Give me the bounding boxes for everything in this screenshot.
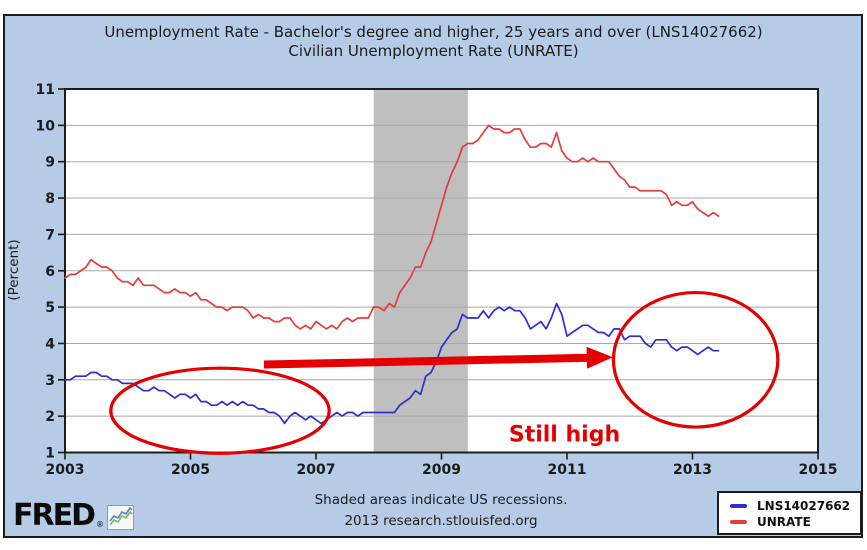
annotation-ellipse-right bbox=[611, 290, 780, 429]
lns14027662-swatch bbox=[730, 504, 747, 508]
annotation-arrow-shaft bbox=[263, 353, 590, 369]
chart-title-line1: Unemployment Rate - Bachelor's degree an… bbox=[104, 23, 763, 41]
x-tick-label-2011: 2011 bbox=[548, 462, 587, 478]
unrate-line bbox=[64, 124, 720, 330]
registered-trademark-mark: ® bbox=[96, 520, 104, 529]
unrate-label: UNRATE bbox=[757, 515, 811, 529]
source-note: 2013 research.stlouisfed.org bbox=[344, 513, 538, 529]
legend: LNS14027662 UNRATE bbox=[717, 491, 862, 535]
x-tick-label-2013: 2013 bbox=[673, 462, 712, 478]
y-tick-label-2: 2 bbox=[45, 409, 55, 425]
fred-logo-chart-icon bbox=[107, 505, 134, 530]
annotation-arrow-head bbox=[586, 346, 613, 369]
annotation-ellipse-left bbox=[109, 366, 331, 455]
y-tick-label-8: 8 bbox=[45, 191, 55, 207]
lns14027662-line bbox=[64, 302, 720, 425]
unrate-swatch bbox=[730, 520, 747, 524]
chart-title-line2: Civilian Unemployment Rate (UNRATE) bbox=[288, 42, 579, 60]
x-tick-label-2003: 2003 bbox=[46, 462, 85, 478]
x-tick-label-2009: 2009 bbox=[422, 462, 461, 478]
legend-item-lns14027662: LNS14027662 bbox=[730, 498, 860, 514]
still-high-label: Still high bbox=[509, 423, 620, 448]
x-tick-label-2005: 2005 bbox=[171, 462, 210, 478]
y-tick-label-6: 6 bbox=[45, 264, 55, 280]
lns14027662-label: LNS14027662 bbox=[757, 499, 851, 513]
chart-title: Unemployment Rate - Bachelor's degree an… bbox=[0, 23, 867, 61]
y-tick-label-3: 3 bbox=[45, 373, 55, 389]
y-tick-label-7: 7 bbox=[45, 227, 55, 243]
y-tick-label-11: 11 bbox=[36, 82, 55, 98]
legend-item-unrate: UNRATE bbox=[730, 514, 860, 530]
y-tick-label-10: 10 bbox=[36, 118, 56, 134]
x-tick-label-2015: 2015 bbox=[799, 462, 838, 478]
x-tick-label-2007: 2007 bbox=[297, 462, 336, 478]
y-tick-label-4: 4 bbox=[45, 336, 55, 352]
y-tick-label-1: 1 bbox=[45, 446, 55, 462]
fred-logo-text: FRED bbox=[13, 498, 96, 533]
recession-shading-note: Shaded areas indicate US recessions. bbox=[314, 492, 568, 508]
fred-logo: FRED ® bbox=[13, 501, 134, 531]
y-axis-title: (Percent) bbox=[6, 239, 22, 300]
y-tick-label-9: 9 bbox=[45, 155, 55, 171]
y-tick-label-5: 5 bbox=[45, 300, 55, 316]
footer-note: Shaded areas indicate US recessions. 201… bbox=[15, 490, 867, 532]
